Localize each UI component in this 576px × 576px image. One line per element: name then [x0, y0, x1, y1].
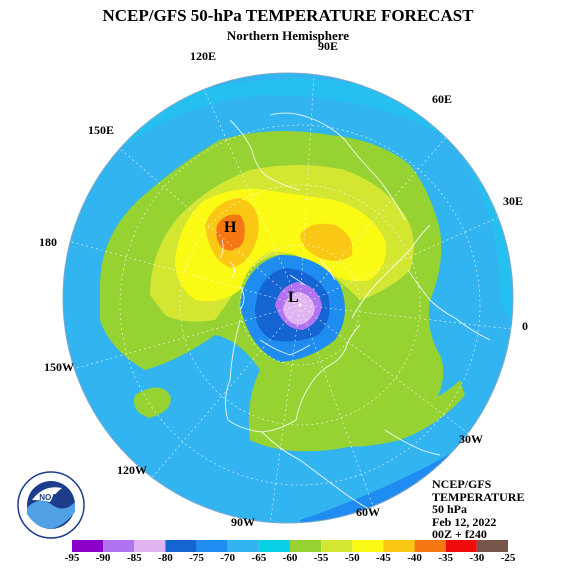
- legend-tick-label: -70: [220, 552, 236, 564]
- high-center-label: H: [224, 219, 237, 236]
- info-model: NCEP/GFS: [432, 477, 492, 491]
- legend-tick-label: -30: [469, 552, 485, 564]
- legend-swatch: [321, 540, 353, 552]
- legend-tick-label: -80: [158, 552, 173, 564]
- lon-label-60e: 60E: [432, 92, 453, 106]
- info-variable: TEMPERATURE: [432, 489, 525, 504]
- temp-band-green-southeast: [330, 380, 465, 447]
- legend-tick-label: -85: [126, 552, 142, 564]
- legend-tick-label: -40: [407, 552, 422, 564]
- legend-swatch: [258, 540, 290, 552]
- lon-label-30w: 30W: [459, 432, 483, 446]
- info-forecast-hour: 00Z + f240: [432, 527, 487, 541]
- map-title: NCEP/GFS 50-hPa TEMPERATURE FORECAST: [102, 6, 474, 25]
- lon-label-120w: 120W: [117, 463, 147, 477]
- legend-tick-label: -55: [313, 552, 329, 564]
- lon-label-90w: 90W: [231, 515, 255, 529]
- graticule: [64, 73, 513, 523]
- lon-label-150w: 150W: [44, 360, 74, 374]
- legend-tick-label: -75: [189, 552, 204, 564]
- legend-tick-label: -95: [64, 552, 80, 564]
- legend-swatch: [196, 540, 228, 552]
- noaa-logo-text: NOAA: [39, 493, 63, 502]
- lon-label-150e: 150E: [88, 123, 115, 137]
- legend-swatch: [445, 540, 477, 552]
- info-level: 50 hPa: [432, 502, 468, 516]
- legend-swatch: [290, 540, 322, 552]
- lon-label-120e: 120E: [190, 49, 217, 63]
- coastlines: [219, 112, 491, 516]
- vortex-core: [283, 292, 315, 325]
- temp-band-orange-east: [300, 223, 353, 261]
- legend-swatch: [134, 540, 166, 552]
- legend-tick-label: -60: [282, 552, 298, 564]
- legend-swatch: [165, 540, 197, 552]
- noaa-logo: NOAA: [16, 470, 86, 545]
- legend-tick-label: -50: [344, 552, 360, 564]
- legend-swatch: [383, 540, 415, 552]
- map-subtitle: Northern Hemisphere: [226, 28, 350, 43]
- legend-tick-label: -35: [438, 552, 454, 564]
- legend-swatch: [72, 540, 104, 552]
- legend-swatch: [227, 540, 259, 552]
- lon-label-0: 0: [522, 319, 528, 333]
- info-date: Feb 12, 2022: [432, 514, 497, 529]
- temperature-legend: [72, 540, 508, 552]
- legend-swatch: [414, 540, 446, 552]
- legend-swatch: [103, 540, 135, 552]
- lon-label-60w: 60W: [356, 505, 380, 519]
- legend-tick-label: -65: [251, 552, 267, 564]
- lon-label-90e: 90E: [318, 39, 339, 53]
- legend-swatch: [352, 540, 384, 552]
- legend-tick-label: -25: [500, 552, 516, 564]
- temp-band-green-west: [134, 387, 171, 418]
- legend-tick-label: -45: [376, 552, 391, 564]
- temp-max-west: [216, 214, 245, 251]
- low-center-label: L: [288, 289, 299, 306]
- legend-swatch: [476, 540, 508, 552]
- lon-label-180: 180: [39, 235, 57, 249]
- legend-tick-label: -90: [95, 552, 111, 564]
- info-block: NCEP/GFS TEMPERATURE 50 hPa Feb 12, 2022…: [432, 478, 524, 541]
- lon-label-30e: 30E: [503, 194, 524, 208]
